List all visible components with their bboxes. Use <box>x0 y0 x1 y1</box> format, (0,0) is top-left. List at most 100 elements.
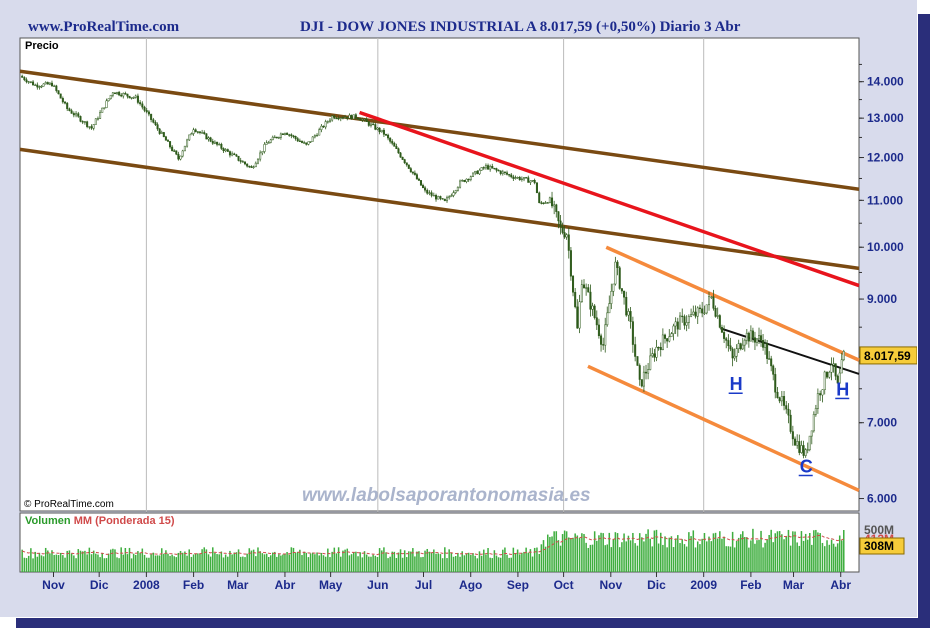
volume-bar <box>719 531 721 572</box>
volume-bar <box>518 554 521 572</box>
volume-bar <box>572 537 574 572</box>
candle-body <box>612 283 615 292</box>
candle-body <box>376 127 379 130</box>
candle-body <box>171 146 174 151</box>
volume-bar <box>359 552 361 572</box>
volume-bar <box>723 536 725 572</box>
candle-body <box>787 408 790 416</box>
candle-body <box>23 77 26 81</box>
volume-bar <box>299 549 301 572</box>
volume-bar <box>725 546 727 572</box>
volume-bar <box>233 552 236 572</box>
volume-bar <box>565 531 568 572</box>
volume-bar <box>246 553 248 572</box>
volume-bar <box>372 554 374 572</box>
volume-bar <box>70 553 73 572</box>
candle-body <box>283 132 286 135</box>
volume-bar <box>361 557 364 572</box>
candle-body <box>708 296 711 306</box>
candle-body <box>303 142 306 144</box>
volume-bar <box>733 547 736 572</box>
volume-bar <box>739 534 742 572</box>
candle-body <box>497 169 500 172</box>
candle-body <box>712 296 715 309</box>
candle-body <box>42 83 45 87</box>
candle-body <box>437 196 440 200</box>
candle-body <box>50 82 53 87</box>
candle-body <box>248 165 251 168</box>
y-tick-label: 13.000 <box>867 111 904 125</box>
volume-bar <box>118 558 120 572</box>
volume-bar <box>762 547 764 572</box>
candle-body <box>463 179 466 182</box>
candle-body <box>533 179 536 184</box>
candle-body <box>561 226 564 233</box>
candle-body <box>774 374 777 393</box>
volume-bar <box>124 547 127 572</box>
candle-body <box>589 291 592 310</box>
annotation-label: H <box>836 379 849 399</box>
volume-bar <box>231 554 233 572</box>
volume-bar <box>23 557 26 572</box>
candle-body <box>585 287 588 289</box>
x-tick-label: Abr <box>830 578 851 592</box>
candle-body <box>727 340 730 347</box>
volume-bar <box>329 557 331 572</box>
volume-bar <box>585 542 587 572</box>
candle-body <box>61 98 64 103</box>
candle-body <box>372 123 375 126</box>
candle-body <box>96 118 99 120</box>
candle-body <box>380 129 383 133</box>
x-tick-label: Nov <box>599 578 622 592</box>
volume-bar <box>134 554 137 572</box>
candle-body <box>461 179 464 182</box>
candle-body <box>563 232 566 238</box>
volume-bar <box>160 548 163 572</box>
candle-body <box>211 141 214 144</box>
candle-body <box>435 195 438 200</box>
candle-body <box>378 127 381 133</box>
candle-body <box>499 170 502 174</box>
candle-body <box>623 290 626 298</box>
volume-bar <box>346 548 349 572</box>
volume-bar <box>333 547 336 572</box>
candle-body <box>322 125 325 128</box>
volume-bar <box>109 549 112 572</box>
volume-bar <box>331 551 333 572</box>
candle-body <box>629 311 632 322</box>
watermark[interactable]: www.labolsaporantonomasia.es <box>302 485 591 506</box>
candle-body <box>348 114 351 119</box>
volume-bar <box>783 539 785 572</box>
volume-bar <box>708 536 710 572</box>
volume-bar <box>314 554 316 572</box>
volume-bar <box>815 529 817 572</box>
candle-body <box>830 364 833 373</box>
candle-body <box>747 332 750 342</box>
candle-body <box>357 117 360 120</box>
candle-body <box>542 202 545 204</box>
volume-bar <box>674 538 677 572</box>
candle-body <box>819 393 822 396</box>
candle-body <box>250 166 253 168</box>
candle-body <box>44 82 47 85</box>
candle-body <box>92 124 95 129</box>
volume-bar <box>533 547 536 572</box>
candle-body <box>309 141 312 143</box>
site-name[interactable]: www.ProRealTime.com <box>28 19 180 35</box>
x-tick-label: Sep <box>507 578 529 592</box>
volume-bar <box>692 530 695 572</box>
candle-body <box>676 321 679 330</box>
volume-bar <box>750 540 752 572</box>
volume-bar <box>570 538 572 572</box>
volume-bar <box>143 554 146 572</box>
candle-body <box>344 116 347 119</box>
volume-bar <box>587 547 590 572</box>
volume-bar <box>636 545 639 572</box>
volume-last-value: 308M <box>864 539 894 553</box>
volume-bar <box>705 541 708 572</box>
volume-bar <box>181 552 184 572</box>
candle-body <box>267 142 270 144</box>
candle-body <box>384 134 388 136</box>
candle-body <box>751 330 754 338</box>
volume-bar <box>194 553 197 572</box>
